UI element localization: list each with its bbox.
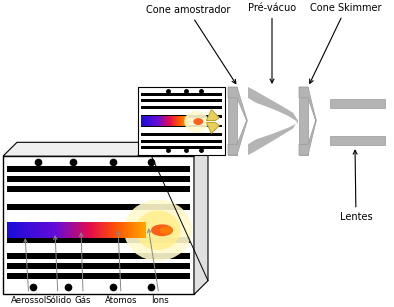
Bar: [7, 253, 190, 259]
Text: Átomos: Átomos: [105, 231, 138, 305]
Bar: [7, 166, 190, 172]
Text: Gás: Gás: [75, 233, 91, 305]
Bar: [138, 87, 225, 155]
Bar: [141, 106, 222, 109]
Bar: [141, 115, 222, 118]
PathPatch shape: [248, 87, 298, 122]
Polygon shape: [206, 122, 219, 134]
Ellipse shape: [136, 211, 180, 250]
Text: Sólido: Sólido: [45, 236, 71, 305]
Ellipse shape: [151, 224, 173, 236]
Bar: [7, 273, 190, 279]
Polygon shape: [3, 142, 208, 156]
Bar: [228, 87, 237, 155]
Text: Íons: Íons: [147, 229, 169, 305]
Polygon shape: [206, 110, 219, 121]
Bar: [7, 176, 190, 182]
Bar: [7, 204, 190, 209]
Bar: [141, 140, 222, 143]
Bar: [330, 99, 385, 108]
Ellipse shape: [193, 118, 203, 125]
Bar: [330, 136, 385, 145]
Polygon shape: [299, 87, 316, 122]
Text: Pré-vácuo: Pré-vácuo: [248, 3, 296, 83]
Bar: [141, 99, 222, 102]
Text: Lentes: Lentes: [340, 150, 372, 223]
PathPatch shape: [248, 121, 298, 155]
Ellipse shape: [184, 111, 208, 132]
Bar: [7, 186, 190, 192]
Bar: [141, 134, 222, 136]
Ellipse shape: [160, 226, 172, 234]
Bar: [141, 146, 222, 149]
Bar: [141, 93, 222, 96]
Ellipse shape: [124, 200, 192, 261]
Text: Cone amostrador: Cone amostrador: [146, 5, 236, 84]
Bar: [7, 263, 190, 269]
Polygon shape: [228, 87, 247, 122]
Bar: [7, 237, 190, 243]
Bar: [141, 125, 222, 127]
Text: Cone Skimmer: Cone Skimmer: [310, 3, 382, 83]
Bar: [3, 156, 194, 294]
Polygon shape: [228, 120, 247, 155]
Polygon shape: [299, 120, 316, 155]
Bar: [299, 87, 308, 155]
Text: Aerossol: Aerossol: [11, 239, 47, 305]
Polygon shape: [194, 142, 208, 294]
